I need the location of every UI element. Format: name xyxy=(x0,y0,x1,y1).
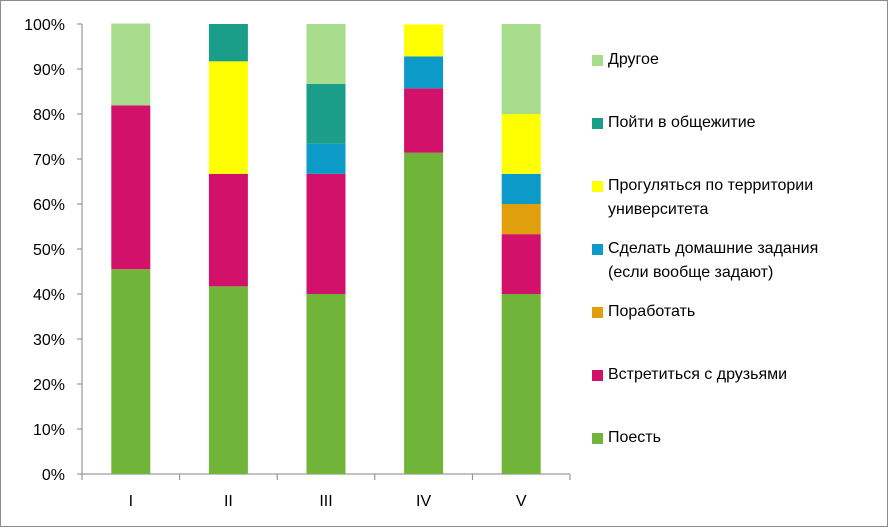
bar-segment xyxy=(306,294,346,474)
bar-segment xyxy=(501,114,541,174)
legend-swatch xyxy=(592,370,603,381)
bar-segment xyxy=(404,88,444,153)
legend-swatch xyxy=(592,118,603,129)
legend-label: Поесть xyxy=(608,429,661,446)
bar-segment xyxy=(404,56,444,89)
y-tick-label: 60% xyxy=(33,197,65,214)
y-tick-label: 100% xyxy=(24,17,65,34)
x-tick-label: IV xyxy=(416,493,431,510)
bar-segment xyxy=(306,83,346,144)
x-tick-label: II xyxy=(224,493,233,510)
bar-segment xyxy=(501,204,541,235)
legend-label: Прогуляться по территории университета xyxy=(608,177,814,218)
bar-segment xyxy=(306,24,346,84)
y-tick-label: 90% xyxy=(33,62,65,79)
bars xyxy=(111,23,541,474)
legend-swatch xyxy=(592,55,603,66)
bar-segment xyxy=(306,143,346,174)
legend-label: Пойти в общежитие xyxy=(608,114,756,131)
y-tick-label: 0% xyxy=(42,467,65,484)
legend-label: Поработать xyxy=(608,303,696,320)
x-tick-label: III xyxy=(319,493,332,510)
legend-swatch xyxy=(592,433,603,444)
y-tick-label: 70% xyxy=(33,152,65,169)
bar-segment xyxy=(111,23,151,106)
legend-label: Другое xyxy=(608,51,659,68)
bar-segment xyxy=(111,105,151,270)
bar-segment xyxy=(501,24,541,114)
bar-segment xyxy=(208,286,248,474)
y-tick-label: 50% xyxy=(33,242,65,259)
bar-segment xyxy=(501,173,541,204)
y-tick-label: 20% xyxy=(33,377,65,394)
y-tick-labels: 0% 10% 20% 30% 40% 50% 60% 70% 80% 90% 100% xyxy=(24,17,65,484)
bar-segment xyxy=(208,24,248,62)
legend-label: Сделать домашние задания (если вообще за… xyxy=(608,240,819,281)
x-tick-label: I xyxy=(129,493,133,510)
bar-segment xyxy=(306,173,346,294)
legend-swatch xyxy=(592,244,603,255)
legend-label: Встретиться с друзьями xyxy=(608,366,788,383)
legend-swatch xyxy=(592,307,603,318)
y-tick-label: 40% xyxy=(33,287,65,304)
y-tick-label: 30% xyxy=(33,332,65,349)
bar-segment xyxy=(501,294,541,474)
bar-segment xyxy=(501,234,541,294)
bar-segment xyxy=(208,61,248,174)
bar-segment xyxy=(404,24,444,57)
legend-swatch xyxy=(592,181,603,192)
y-tick-label: 10% xyxy=(33,422,65,439)
x-tick-label: V xyxy=(516,493,527,510)
bar-segment xyxy=(404,152,444,474)
x-tick-labels: I II III IV V xyxy=(129,493,527,510)
bar-segment xyxy=(111,269,151,474)
bar-segment xyxy=(208,173,248,287)
y-tick-label: 80% xyxy=(33,107,65,124)
